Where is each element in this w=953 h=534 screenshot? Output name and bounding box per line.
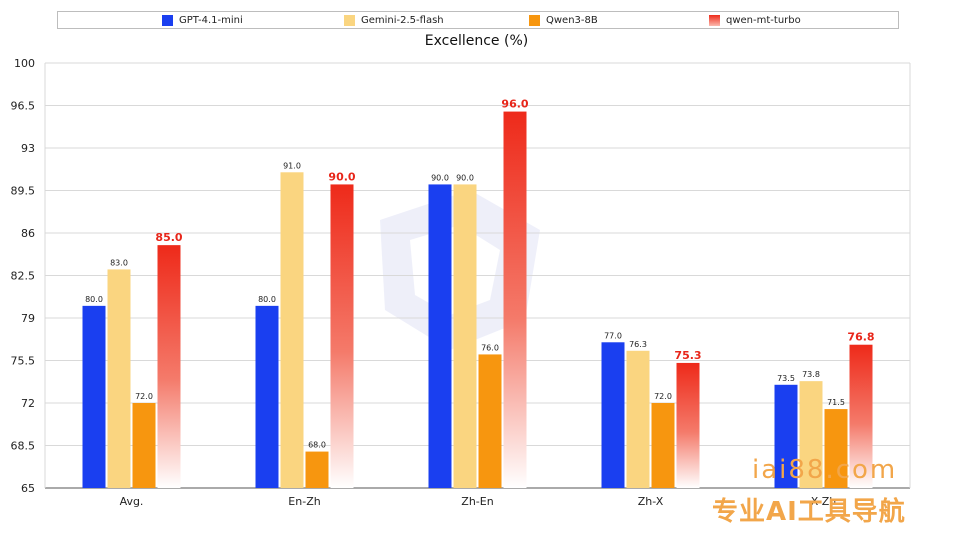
y-tick-label: 72 [21, 397, 35, 410]
chart-title: Excellence (%) [424, 33, 529, 49]
data-label: 73.5 [777, 374, 795, 383]
bar [478, 354, 502, 488]
x-axis: Avg. En-Zh Zh-En Zh-X X-Zh [120, 495, 837, 508]
y-tick-label: 68.5 [11, 440, 36, 453]
data-label: 73.8 [802, 370, 820, 379]
bar [157, 245, 181, 488]
bar [651, 403, 675, 488]
bar [799, 381, 823, 488]
data-label: 76.8 [847, 331, 874, 344]
data-label: 90.0 [431, 173, 449, 182]
bar [849, 344, 873, 488]
watermark-slogan: 专业AI工具导航 [712, 497, 906, 527]
bar [626, 350, 650, 488]
y-tick-label: 82.5 [11, 270, 36, 283]
y-tick-label: 86 [21, 227, 35, 240]
bar [82, 305, 106, 488]
legend-label-gemini: Gemini-2.5-flash [361, 14, 444, 26]
data-label: 71.5 [827, 398, 845, 407]
x-tick-label: Zh-X [638, 495, 664, 508]
bar [107, 269, 131, 488]
legend-item-qwen3: Qwen3-8B [529, 13, 598, 27]
y-tick-label: 93 [21, 142, 35, 155]
legend-label-qwen3: Qwen3-8B [546, 14, 598, 26]
bar [824, 409, 848, 488]
bar [676, 362, 700, 488]
data-label: 80.0 [85, 295, 103, 304]
x-tick-label: En-Zh [288, 495, 320, 508]
bar [132, 403, 156, 488]
y-tick-label: 79 [21, 312, 35, 325]
y-tick-label: 89.5 [11, 185, 36, 198]
data-label: 72.0 [135, 392, 153, 401]
data-label: 72.0 [654, 392, 672, 401]
data-label: 76.3 [629, 340, 647, 349]
x-tick-label: X-Zh [811, 495, 836, 508]
data-label: 96.0 [501, 98, 528, 111]
data-label: 77.0 [604, 331, 622, 340]
legend-label-qwen-mt: qwen-mt-turbo [726, 14, 801, 26]
legend: GPT-4.1-mini Gemini-2.5-flash Qwen3-8B q… [57, 11, 899, 29]
legend-swatch-gemini [344, 14, 355, 26]
data-label: 83.0 [110, 258, 128, 267]
legend-item-qwen-mt: qwen-mt-turbo [709, 13, 801, 27]
bar [280, 172, 304, 489]
bar [330, 184, 354, 488]
bar [503, 111, 527, 489]
data-label: 91.0 [283, 161, 301, 170]
data-label: 75.3 [674, 349, 701, 362]
data-label: 90.0 [328, 170, 355, 183]
y-tick-label: 65 [21, 482, 35, 495]
bar [774, 384, 798, 488]
legend-item-gpt: GPT-4.1-mini [162, 13, 243, 27]
bar [255, 305, 279, 488]
legend-swatch-gpt [162, 14, 173, 26]
x-tick-label: Avg. [120, 495, 144, 508]
legend-swatch-qwen3 [529, 14, 540, 26]
data-label: 90.0 [456, 173, 474, 182]
legend-label-gpt: GPT-4.1-mini [179, 14, 243, 26]
data-label: 68.0 [308, 441, 326, 450]
bar-group: 80.0 83.0 72.0 85.0 80.0 91.0 68.0 90.0 90.0 90.0… [82, 98, 875, 489]
y-tick-label: 96.5 [11, 100, 36, 113]
y-axis: 65 68.5 72 75.5 79 82.5 86 89.5 93 96.5 100 [11, 57, 36, 495]
x-tick-label: Zh-En [461, 495, 493, 508]
y-tick-label: 100 [14, 57, 35, 70]
y-tick-label: 75.5 [11, 355, 36, 368]
bar [305, 451, 329, 488]
grid-lines [44, 62, 911, 489]
legend-item-gemini: Gemini-2.5-flash [344, 13, 444, 27]
data-label: 85.0 [155, 231, 182, 244]
legend-swatch-qwen-mt [709, 14, 720, 26]
data-label: 80.0 [258, 295, 276, 304]
bar [453, 184, 477, 488]
bar [428, 184, 452, 488]
bar [601, 342, 625, 488]
data-label: 76.0 [481, 343, 499, 352]
watermark-domain: iai88.com [752, 455, 898, 485]
